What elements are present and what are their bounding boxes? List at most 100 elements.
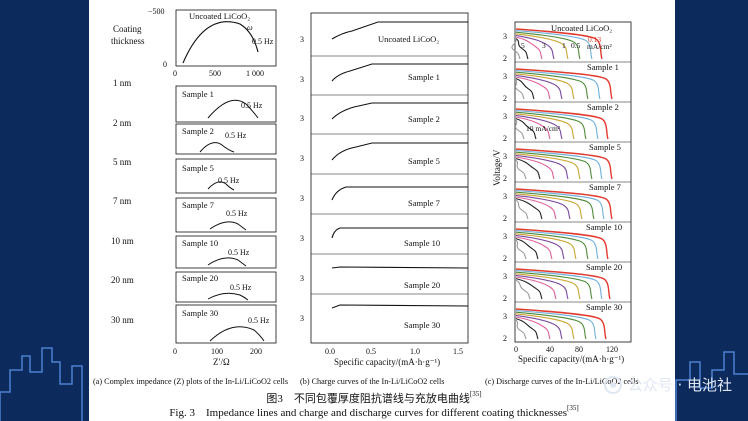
discharge-curve [515,198,543,220]
discharge-ytick: 2 [503,254,507,263]
discharge-curve [515,114,563,140]
discharge-label-uncoated: Uncoated LiCoO₂ [551,23,612,33]
discharge-ytick: 3 [503,32,507,41]
discharge-curve [515,310,597,340]
row-header: Coating [113,24,142,34]
discharge-curve [515,239,527,260]
rate-5: 5 [521,41,525,50]
discharge-curve [515,314,563,340]
discharge-yticks: 3 2 3 2 3 2 3 2 3 2 3 2 3 2 3 2 [503,32,507,343]
rate-unit: mA/cm² [587,42,612,51]
charge-xtick-0: 0.0 [325,347,335,356]
discharge-label-s5: Sample 5 [589,142,621,152]
discharge-curve [515,28,603,60]
rate-05: 0.5 [571,41,581,50]
discharge-curve [515,38,529,60]
discharge-ytick: 3 [503,112,507,121]
discharge-panel: Uncoated LiCoO₂ Sample 1 Sample 2 Sample… [492,21,632,364]
impedance-subplot-s30 [175,304,277,344]
discharge-ytick: 3 [503,232,507,241]
charge-ytick-6: 3 [300,234,304,243]
discharge-curve [515,156,555,180]
x-tick-200-bottom: 200 [250,347,262,356]
discharge-ytick: 2 [503,94,507,103]
discharge-curve [515,150,603,180]
discharge-curve [515,116,551,140]
x-tick-1000-top: 1 000 [246,69,264,78]
row-label-2nm: 2 nm [113,118,131,128]
discharge-curve [515,108,609,140]
discharge-curve [515,234,565,260]
rate-013: 0.13 [588,35,601,44]
discharge-curve [515,153,581,180]
discharge-ytick: 3 [503,272,507,281]
x-tick-0-bottom: 0 [173,347,177,356]
discharge-curve [515,311,587,340]
discharge-label-s20: Sample 20 [586,262,622,272]
s7-label-left: Sample 7 [182,200,214,210]
freq-s7: 0.5 Hz [226,209,248,218]
s20-label-left: Sample 20 [182,273,218,283]
discharge-curve [515,111,587,140]
discharge-curve [515,113,575,140]
charge-ytick-5: 3 [300,194,304,203]
discharge-xtick-40: 40 [546,345,554,354]
discharge-label-s7: Sample 7 [589,182,621,192]
charge-panel: Uncoated LiCoO₂ Sample 1 Sample 2 Sample… [300,12,469,367]
discharge-xtick-0: 0 [514,345,518,354]
nyquist-s10 [207,257,247,267]
charge-curve-uncoated [331,21,468,40]
discharge-curve [515,188,613,220]
wechat-icon [603,375,622,394]
discharge-ytick: 2 [503,334,507,343]
discharge-ytick: 3 [503,152,507,161]
discharge-curve [515,313,575,340]
rate-1: 1 [562,41,566,50]
impedance-subplot-s20 [175,271,277,303]
charge-label-s2: Sample 2 [408,114,440,124]
x-tick-0-top: 0 [173,69,177,78]
discharge-curve [515,279,531,300]
charge-ytick-1: 3 [300,35,304,44]
discharge-curve [515,231,589,260]
discharge-curve [515,70,601,100]
omega-label: ω [247,23,253,32]
rate-10: 10 mA/cm² [526,124,561,133]
row-label-5nm: 5 nm [113,157,131,167]
row-label-20nm: 20 nm [111,275,134,285]
charge-curve-s1 [331,63,468,82]
nyquist-s5 [207,181,235,191]
caption-c: (c) Discharge curves of the In-Li/LiCoO2… [485,377,639,386]
discharge-x-label: Specific capacity/(mA·h·g⁻¹) [518,354,624,364]
discharge-curve [515,68,613,100]
s1-label-left: Sample 1 [182,89,214,99]
figure-page [89,0,675,421]
charge-plot-frame [310,12,469,344]
charge-ytick-2: 3 [300,75,304,84]
discharge-curve [515,159,527,180]
row-label-10nm: 10 nm [111,236,134,246]
discharge-curve [515,34,555,60]
caption-b: (b) Charge curves of the In-Li/LiCoO2 ce… [300,377,445,386]
nyquist-uncoated [182,21,259,64]
discharge-curve [515,196,557,220]
charge-label-s20: Sample 20 [404,280,440,290]
discharge-curve [515,36,543,60]
discharge-ytick: 2 [503,174,507,183]
discharge-curve [515,74,563,100]
impedance-panel: Coating thickness 1 nm 2 nm 5 nm 7 nm 10… [111,7,277,367]
impedance-subplot-s2 [175,123,277,155]
watermark-text: 公众号 · 电池社 [627,376,732,394]
nyquist-s30 [209,326,265,342]
discharge-curve [515,270,603,300]
discharge-curve [515,230,599,260]
discharge-curve [515,73,575,100]
s30-label-left: Sample 30 [182,308,218,318]
caption-a: (a) Complex impedance (Z) plots of the I… [93,377,289,386]
discharge-ytick: 3 [503,312,507,321]
discharge-curves [511,28,613,340]
row-header-2: thickness [111,36,145,46]
charge-ytick-3: 3 [300,114,304,123]
charge-ytick-8: 3 [300,314,304,323]
discharge-xtick-120: 120 [606,345,618,354]
